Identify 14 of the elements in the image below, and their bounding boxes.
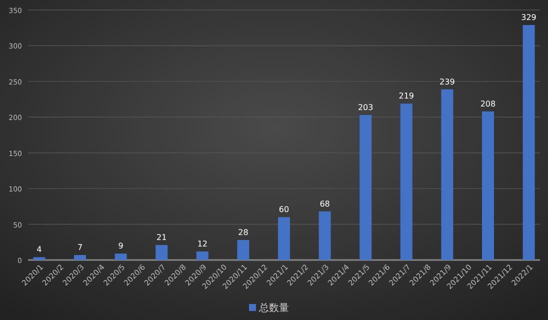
data-label: 208 (480, 99, 496, 108)
data-label: 7 (77, 243, 83, 252)
data-label: 28 (238, 228, 248, 237)
data-label: 239 (440, 77, 455, 86)
legend-label: 总数量 (258, 302, 289, 314)
data-label: 219 (398, 92, 414, 101)
data-label: 9 (118, 242, 124, 251)
data-label: 68 (320, 199, 330, 208)
data-label: 4 (36, 245, 42, 254)
data-label: 60 (278, 205, 290, 214)
data-label: 329 (521, 13, 536, 22)
data-label: 21 (156, 233, 167, 242)
data-label: 12 (197, 239, 208, 248)
data-label: 203 (358, 103, 374, 112)
